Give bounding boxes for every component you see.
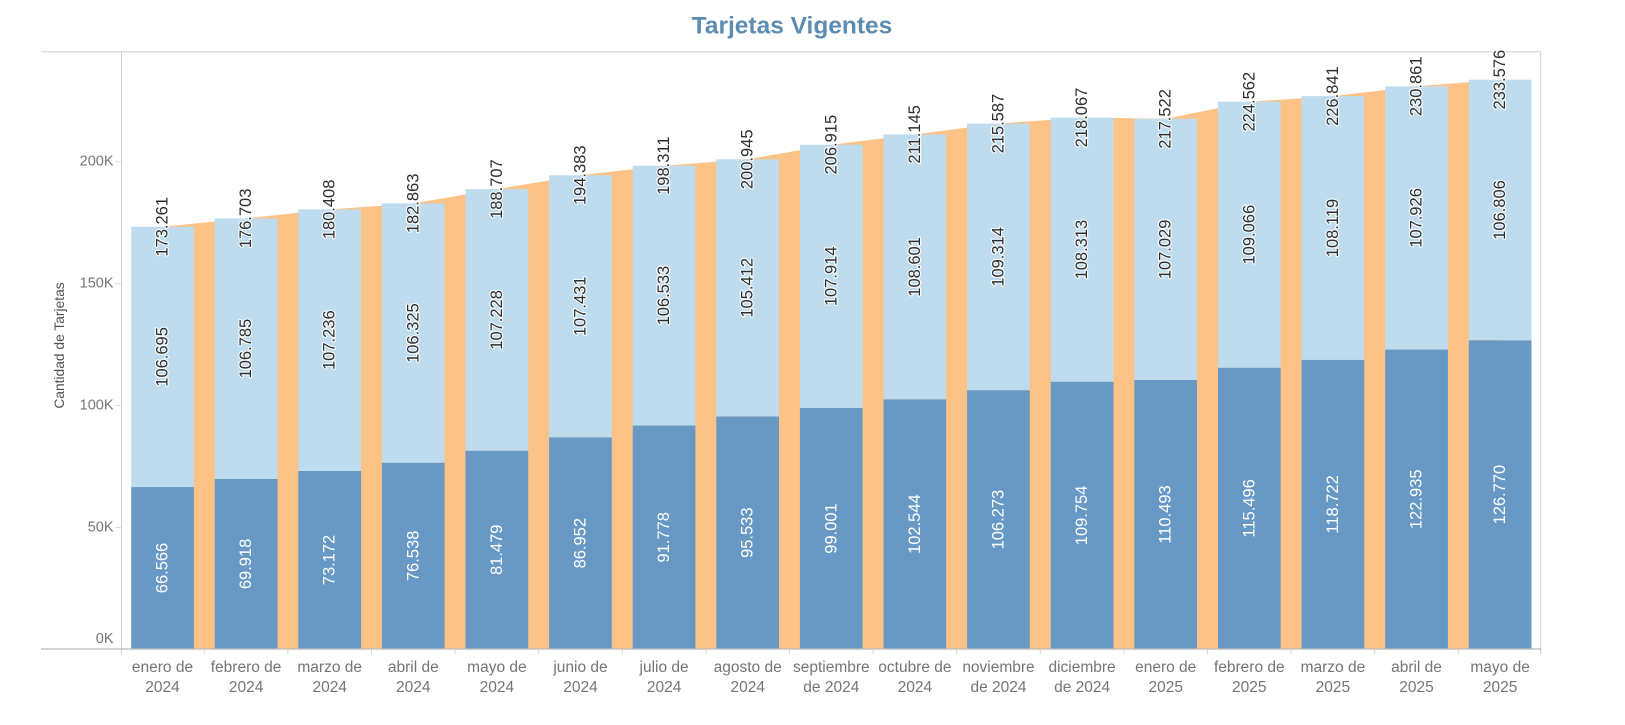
svg-text:200.945: 200.945: [739, 129, 757, 189]
svg-text:109.754: 109.754: [1073, 486, 1091, 546]
svg-text:de 2024: de 2024: [803, 679, 859, 696]
svg-text:106.806: 106.806: [1491, 180, 1509, 240]
svg-text:2024: 2024: [312, 679, 347, 696]
svg-text:150K: 150K: [80, 276, 114, 292]
svg-text:de 2024: de 2024: [970, 679, 1026, 696]
svg-text:194.383: 194.383: [572, 145, 590, 205]
svg-text:122.935: 122.935: [1408, 469, 1426, 529]
svg-text:febrero de: febrero de: [1214, 659, 1285, 676]
svg-text:86.952: 86.952: [572, 518, 590, 568]
svg-text:180.408: 180.408: [321, 180, 339, 240]
svg-text:217.522: 217.522: [1157, 89, 1175, 149]
svg-text:215.587: 215.587: [990, 94, 1008, 154]
svg-text:126.770: 126.770: [1491, 465, 1509, 525]
svg-text:107.926: 107.926: [1408, 188, 1426, 248]
svg-text:2024: 2024: [563, 679, 598, 696]
svg-text:agosto de: agosto de: [714, 659, 782, 676]
svg-text:66.566: 66.566: [154, 543, 172, 593]
svg-text:2024: 2024: [396, 679, 431, 696]
svg-text:mayo de: mayo de: [1470, 659, 1529, 676]
svg-text:107.914: 107.914: [822, 246, 840, 306]
svg-text:108.119: 108.119: [1324, 199, 1342, 257]
svg-text:noviembre: noviembre: [962, 659, 1034, 676]
svg-text:septiembre: septiembre: [793, 659, 870, 676]
svg-text:enero de: enero de: [132, 659, 193, 676]
svg-text:marzo de: marzo de: [297, 659, 362, 676]
svg-text:abril de: abril de: [388, 659, 439, 676]
svg-text:de 2024: de 2024: [1054, 679, 1110, 696]
svg-text:106.695: 106.695: [154, 327, 172, 387]
svg-text:enero de: enero de: [1135, 659, 1196, 676]
svg-text:211.145: 211.145: [906, 105, 924, 163]
svg-text:100K: 100K: [80, 398, 114, 414]
svg-text:110.493: 110.493: [1157, 485, 1175, 543]
svg-text:2024: 2024: [647, 679, 682, 696]
svg-text:febrero de: febrero de: [211, 659, 282, 676]
svg-text:95.533: 95.533: [739, 507, 757, 557]
svg-text:226.841: 226.841: [1324, 66, 1342, 126]
svg-text:224.562: 224.562: [1240, 72, 1258, 132]
svg-text:106.273: 106.273: [990, 490, 1008, 550]
svg-text:109.066: 109.066: [1240, 205, 1258, 265]
svg-text:2024: 2024: [898, 679, 933, 696]
svg-text:2025: 2025: [1232, 679, 1266, 696]
svg-text:0K: 0K: [96, 631, 114, 647]
svg-text:108.313: 108.313: [1073, 220, 1091, 280]
svg-text:2024: 2024: [730, 679, 765, 696]
svg-text:107.236: 107.236: [321, 310, 339, 370]
svg-text:206.915: 206.915: [822, 115, 840, 175]
svg-text:50K: 50K: [88, 519, 114, 535]
svg-text:107.029: 107.029: [1157, 220, 1175, 280]
svg-text:106.533: 106.533: [655, 266, 673, 326]
svg-text:91.778: 91.778: [655, 512, 673, 562]
svg-text:198.311: 198.311: [655, 136, 673, 194]
svg-text:218.067: 218.067: [1073, 88, 1091, 148]
svg-text:diciembre: diciembre: [1048, 659, 1115, 676]
svg-text:julio de: julio de: [639, 659, 689, 676]
svg-text:176.703: 176.703: [237, 189, 255, 249]
svg-text:107.228: 107.228: [488, 290, 506, 350]
svg-text:109.314: 109.314: [990, 227, 1008, 287]
svg-text:2025: 2025: [1148, 679, 1182, 696]
svg-text:200K: 200K: [80, 154, 114, 170]
svg-text:108.601: 108.601: [906, 237, 924, 297]
svg-text:2024: 2024: [229, 679, 264, 696]
svg-text:abril de: abril de: [1391, 659, 1442, 676]
svg-text:Cantidad de Tarjetas: Cantidad de Tarjetas: [52, 282, 67, 408]
svg-text:mayo de: mayo de: [467, 659, 526, 676]
svg-text:73.172: 73.172: [321, 535, 339, 585]
svg-text:junio de: junio de: [552, 659, 607, 676]
svg-text:106.785: 106.785: [237, 319, 255, 379]
svg-text:2025: 2025: [1316, 679, 1350, 696]
svg-text:Tarjetas Vigentes: Tarjetas Vigentes: [692, 12, 893, 39]
svg-text:102.544: 102.544: [906, 494, 924, 554]
svg-text:115.496: 115.496: [1240, 479, 1258, 537]
svg-text:173.261: 173.261: [154, 197, 172, 257]
svg-text:106.325: 106.325: [404, 303, 422, 363]
svg-text:188.707: 188.707: [488, 159, 506, 219]
svg-text:2025: 2025: [1483, 679, 1517, 696]
svg-text:2024: 2024: [480, 679, 515, 696]
svg-text:230.861: 230.861: [1408, 56, 1426, 116]
svg-text:81.479: 81.479: [488, 525, 506, 575]
svg-text:76.538: 76.538: [404, 531, 422, 581]
svg-text:107.431: 107.431: [572, 276, 590, 336]
svg-text:118.722: 118.722: [1324, 475, 1342, 533]
svg-text:2025: 2025: [1399, 679, 1433, 696]
svg-text:2024: 2024: [145, 679, 180, 696]
svg-text:69.918: 69.918: [237, 539, 255, 589]
svg-text:182.863: 182.863: [404, 174, 422, 234]
svg-text:99.001: 99.001: [822, 503, 840, 553]
svg-text:octubre de: octubre de: [878, 659, 951, 676]
svg-text:marzo de: marzo de: [1301, 659, 1366, 676]
svg-text:105.412: 105.412: [739, 258, 757, 318]
svg-text:233.576: 233.576: [1491, 50, 1509, 110]
